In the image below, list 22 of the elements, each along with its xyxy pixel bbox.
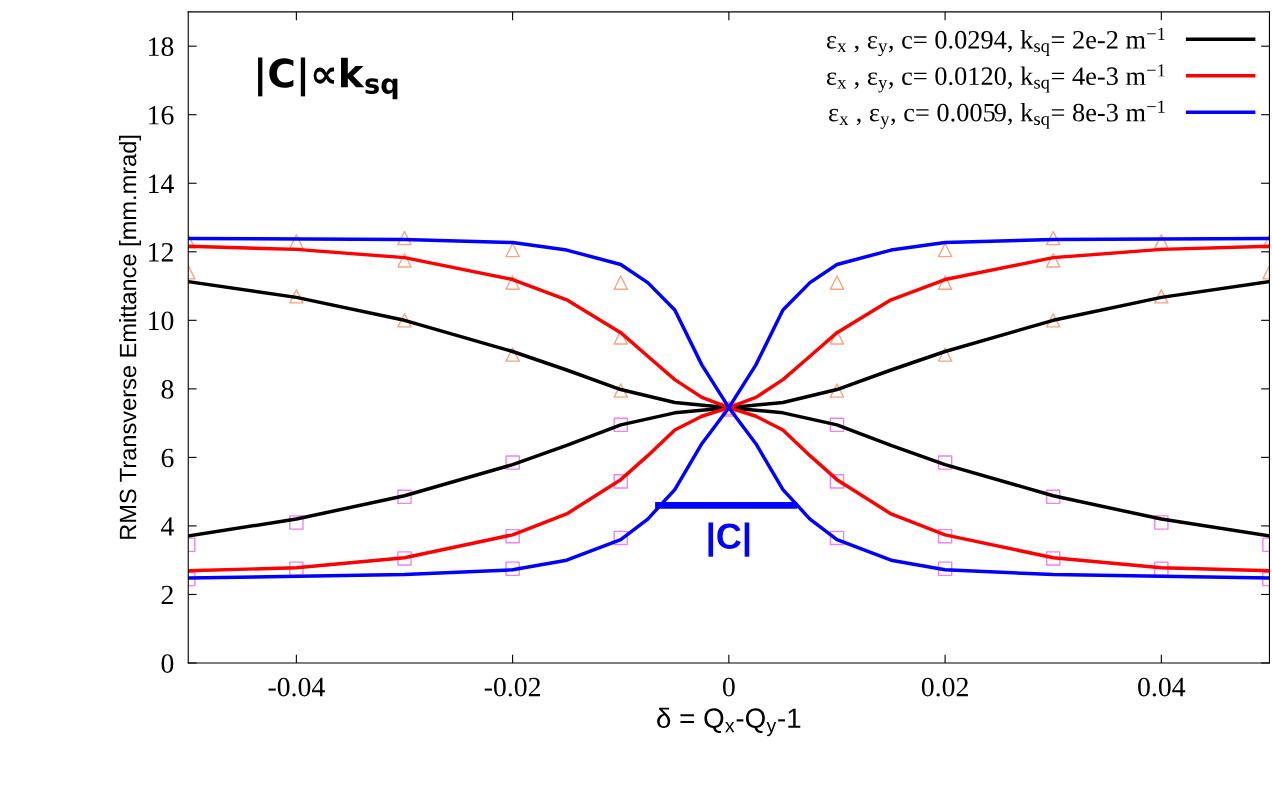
x-tick-label: 0.02: [921, 677, 968, 697]
x-axis-title: δ = Q$_{x}$-Q$_{y}$-1: [657, 707, 801, 737]
y-tick-label: 12: [149, 243, 173, 262]
y-tick-label: 10: [149, 311, 174, 331]
legend-label: ε$_{x}$ , ε$_{y}$, c= 0.0059, k$_{sq}$= 8e-3 m$^{−1}$: [828, 100, 1165, 129]
y-tick-label: 18: [149, 37, 174, 57]
y-tick-label: 4: [161, 517, 174, 536]
y-tick-label: 2: [161, 585, 173, 605]
legend-label: ε$_{x}$ , ε$_{y}$, c= 0.0120, k$_{sq}$= 4e-3 m$^{−1}$: [826, 64, 1165, 93]
annotation: |C|: [708, 522, 750, 557]
y-tick-label: 6: [161, 448, 174, 468]
x-tick-label: 0.04: [1138, 677, 1186, 697]
y-tick-label: 16: [149, 105, 174, 125]
x-tick-label: -0.04: [268, 677, 325, 697]
x-tick-label: 0: [722, 677, 735, 697]
y-axis-title: RMS Transverse Emittance [mm.mrad]: [119, 135, 142, 539]
y-tick-label: 0: [161, 654, 174, 673]
annotation: |C|∝k$_{sq}$: [258, 57, 398, 100]
y-tick-label: 14: [149, 174, 174, 193]
x-tick-label: -0.02: [484, 677, 541, 697]
legend-label: ε$_{x}$ , ε$_{y}$, c= 0.0294, k$_{sq}$= 2e-2 m$^{−1}$: [826, 27, 1165, 57]
y-tick-label: 8: [161, 380, 174, 399]
